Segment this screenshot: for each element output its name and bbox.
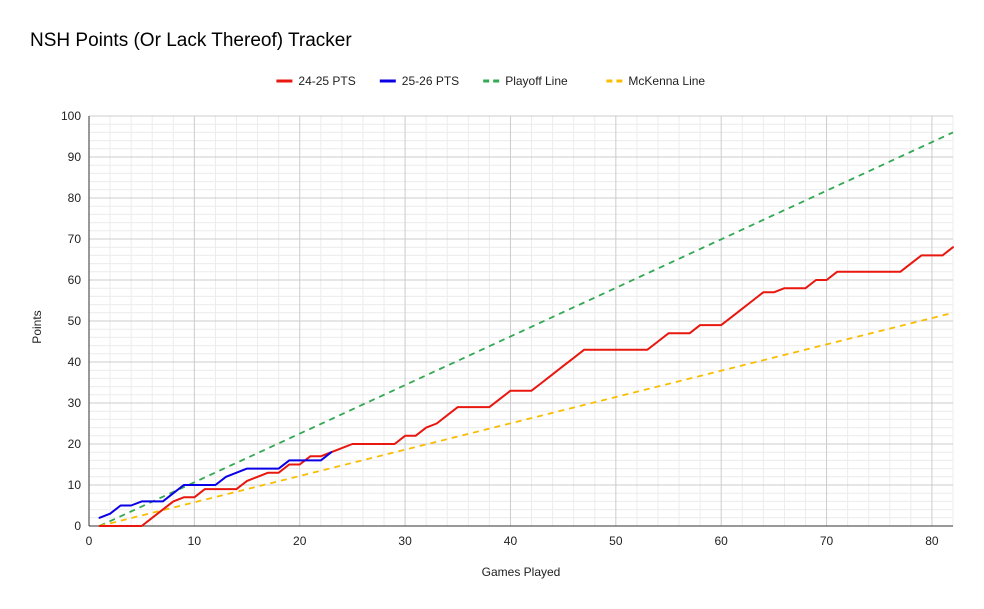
chart-title: NSH Points (Or Lack Thereof) Tracker [30, 30, 352, 51]
x-tick-label: 80 [925, 534, 939, 548]
legend-item-4[interactable]: McKenna Line [606, 74, 705, 88]
y-tick-label: 60 [68, 273, 82, 287]
series-line-1 [98, 246, 954, 527]
series-lines [98, 131, 954, 527]
y-tick-label: 80 [68, 191, 82, 205]
legend-label: 25-26 PTS [402, 74, 459, 88]
y-tick-label: 70 [68, 232, 82, 246]
axes: 0 10 20 30 40 50 60 70 80 0 10 20 30 40 50 60 70 80 90 100 [61, 109, 953, 548]
y-tick-label: 40 [68, 355, 82, 369]
y-tick-label: 50 [68, 314, 82, 328]
x-tick-label: 20 [293, 534, 307, 548]
legend[interactable]: 24-25 PTS 25-26 PTS Playoff Line McKenna Li… [276, 74, 705, 88]
series-line-2 [98, 451, 333, 519]
x-tick-label: 50 [609, 534, 623, 548]
x-tick-label: 40 [504, 534, 518, 548]
y-axis-title: Points [30, 310, 44, 343]
series-line-3 [99, 131, 954, 527]
legend-label: 24-25 PTS [298, 74, 355, 88]
legend-item-2[interactable]: 25-26 PTS [379, 74, 459, 88]
legend-item-3[interactable]: Playoff Line [483, 74, 568, 88]
x-tick-label: 30 [398, 534, 412, 548]
x-tick-label: 0 [86, 534, 93, 548]
y-tick-label: 100 [61, 109, 81, 123]
y-tick-label: 10 [68, 478, 82, 492]
legend-label: McKenna Line [628, 74, 705, 88]
x-tick-label: 10 [188, 534, 202, 548]
legend-label: Playoff Line [505, 74, 568, 88]
grid [88, 115, 954, 527]
y-tick-label: 30 [68, 396, 82, 410]
x-axis-title: Games Played [482, 565, 561, 579]
series-line-4 [99, 311, 954, 527]
y-tick-label: 20 [68, 437, 82, 451]
legend-item-1[interactable]: 24-25 PTS [276, 74, 356, 88]
y-tick-label: 90 [68, 150, 82, 164]
y-tick-label: 0 [74, 519, 81, 533]
x-tick-label: 60 [715, 534, 729, 548]
x-tick-label: 70 [820, 534, 834, 548]
